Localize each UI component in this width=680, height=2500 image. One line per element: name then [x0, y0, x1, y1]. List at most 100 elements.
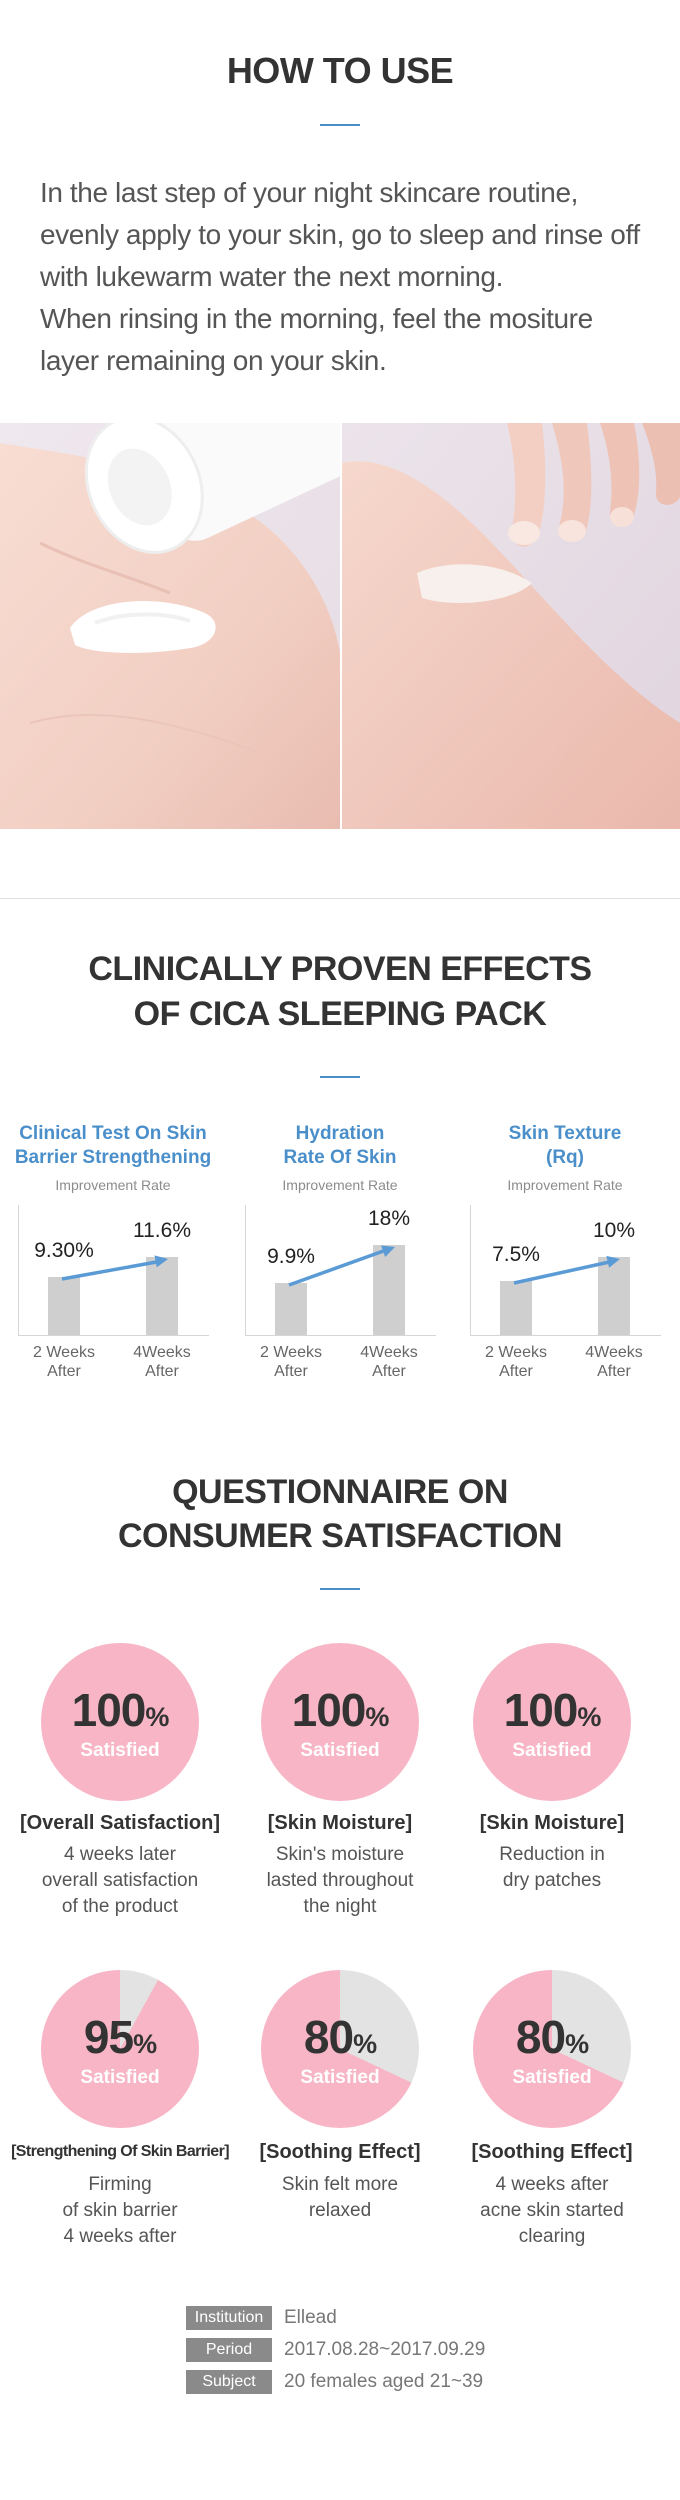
satisfaction-circle: 80% Satisfied [473, 1970, 631, 2128]
chart-title: (Rq) [546, 1147, 584, 1168]
chart-tick-label: 2 Weeks [260, 1344, 322, 1361]
chart-data-label: 18% [367, 1207, 411, 1230]
satisfaction-number: 80 [515, 2011, 566, 2063]
satisfaction-pie [261, 1643, 419, 1801]
satisfaction-number: 95 [83, 2011, 134, 2063]
satisfaction-item-description: relaxed [308, 2200, 372, 2221]
satisfaction-value: 95% [41, 2010, 199, 2064]
satisfaction-item-title: [Strengthening Of Skin Barrier] [11, 2143, 229, 2160]
satisfaction-item-description: 4 weeks after [63, 2226, 177, 2247]
satisfaction-pie [473, 1970, 631, 2128]
chart-trend-arrow [513, 1255, 620, 1285]
instruction-line: evenly apply to your skin, go to sleep a… [40, 219, 640, 250]
satisfaction-item-description: Skin felt more [281, 2174, 399, 2195]
clinical-title-line2: OF CICA SLEEPING PACK [133, 995, 547, 1033]
satisfaction-item-description: overall satisfaction [41, 1870, 199, 1891]
chart-bar [598, 1257, 630, 1335]
satisfaction-number: 100 [291, 1684, 367, 1736]
satisfied-label: Satisfied [80, 1740, 160, 1761]
percent-unit: % [565, 2029, 589, 2059]
chart-tick-label: After [274, 1363, 308, 1380]
chart-axes [18, 1205, 209, 1336]
chart-trend-arrow [61, 1255, 168, 1281]
chart-data-label: 9.30% [34, 1239, 94, 1262]
satisfaction-circle: 100% Satisfied [261, 1643, 419, 1801]
chart-tick-label: 4Weeks [360, 1344, 418, 1361]
how-to-use-title: HOW TO USE [226, 50, 454, 91]
satisfaction-pie [261, 1970, 419, 2128]
satisfaction-item-description: Skin's moisture [275, 1844, 405, 1865]
info-value: 2017.08.28~2017.09.29 [284, 2339, 486, 2360]
satisfaction-item-description: of the product [61, 1896, 179, 1917]
chart-trend-arrow [288, 1245, 395, 1287]
chart-tick-label: After [372, 1363, 406, 1380]
clinical-title-line1: CLINICALLY PROVEN EFFECTS [88, 950, 592, 988]
satisfaction-item-description: Firming [88, 2174, 152, 2195]
chart-subtitle: Improvement Rate [507, 1177, 623, 1193]
instruction-line: When rinsing in the morning, feel the mo… [40, 303, 593, 334]
chart-tick-label: 2 Weeks [485, 1344, 547, 1361]
photo-product-on-hand [0, 423, 340, 829]
chart-title: Clinical Test On Skin [19, 1123, 207, 1144]
chart-title: Rate Of Skin [283, 1147, 397, 1168]
chart-data-label: 11.6% [133, 1219, 191, 1242]
chart-axes [470, 1205, 661, 1336]
info-value: Ellead [284, 2307, 337, 2328]
info-label: Period [186, 2338, 272, 2362]
chart-title: Barrier Strengthening [14, 1147, 212, 1168]
chart-bar [48, 1277, 80, 1335]
satisfaction-pie [473, 1643, 631, 1801]
satisfaction-value: 100% [473, 1683, 631, 1737]
chart-bar [500, 1281, 532, 1335]
satisfied-label: Satisfied [512, 2067, 592, 2088]
chart-subtitle: Improvement Rate [55, 1177, 171, 1193]
satisfaction-circle: 80% Satisfied [261, 1970, 419, 2128]
chart-title: Skin Texture [508, 1123, 622, 1144]
satisfaction-value: 80% [261, 2010, 419, 2064]
questionnaire-title-line1: QUESTIONNAIRE ON [172, 1473, 508, 1511]
satisfaction-item-description: 4 weeks after [495, 2174, 609, 2195]
chart-tick-label: 4Weeks [133, 1344, 191, 1361]
instruction-line: with lukewarm water the next morning. [40, 261, 503, 292]
photo-spreading-cream [342, 423, 680, 829]
section-separator [0, 898, 680, 899]
satisfaction-item-description: 4 weeks later [64, 1844, 176, 1865]
satisfaction-number: 100 [71, 1684, 147, 1736]
chart-tick-label: After [145, 1363, 179, 1380]
satisfaction-item-description: acne skin started [480, 2200, 624, 2221]
chart-axes [245, 1205, 436, 1336]
section-divider [320, 124, 360, 126]
chart-data-label: 10% [592, 1219, 636, 1242]
satisfaction-value: 80% [473, 2010, 631, 2064]
satisfaction-item-title: [Overall Satisfaction] [19, 1812, 221, 1834]
section-divider [320, 1076, 360, 1078]
chart-tick-label: After [499, 1363, 533, 1380]
satisfaction-circle: 100% Satisfied [473, 1643, 631, 1801]
satisfied-label: Satisfied [300, 2067, 380, 2088]
satisfaction-item-description: Reduction in [499, 1844, 605, 1865]
satisfaction-item-description: lasted throughout [266, 1870, 414, 1891]
info-label: Subject [186, 2370, 272, 2394]
satisfaction-pie [41, 1643, 199, 1801]
info-label: Institution [186, 2306, 272, 2330]
satisfaction-number: 80 [303, 2011, 354, 2063]
chart-bar [275, 1283, 307, 1335]
chart-data-label: 7.5% [492, 1243, 540, 1266]
chart-tick-label: 4Weeks [585, 1344, 643, 1361]
satisfaction-number: 100 [503, 1684, 579, 1736]
percent-unit: % [365, 1702, 389, 1732]
instruction-line: layer remaining on your skin. [40, 345, 387, 376]
satisfaction-item-description: the night [303, 1896, 377, 1917]
satisfaction-item-title: [Skin Moisture] [479, 1812, 625, 1834]
satisfaction-value: 100% [41, 1683, 199, 1737]
chart-bar [373, 1245, 405, 1335]
satisfaction-pie [41, 1970, 199, 2128]
chart-title: Hydration [295, 1123, 385, 1144]
satisfied-label: Satisfied [512, 1740, 592, 1761]
chart-tick-label: After [597, 1363, 631, 1380]
satisfaction-item-description: dry patches [502, 1870, 602, 1891]
chart-subtitle: Improvement Rate [282, 1177, 398, 1193]
percent-unit: % [133, 2029, 157, 2059]
how-to-use-instructions: In the last step of your night skincare … [40, 172, 660, 382]
percent-unit: % [145, 1702, 169, 1732]
